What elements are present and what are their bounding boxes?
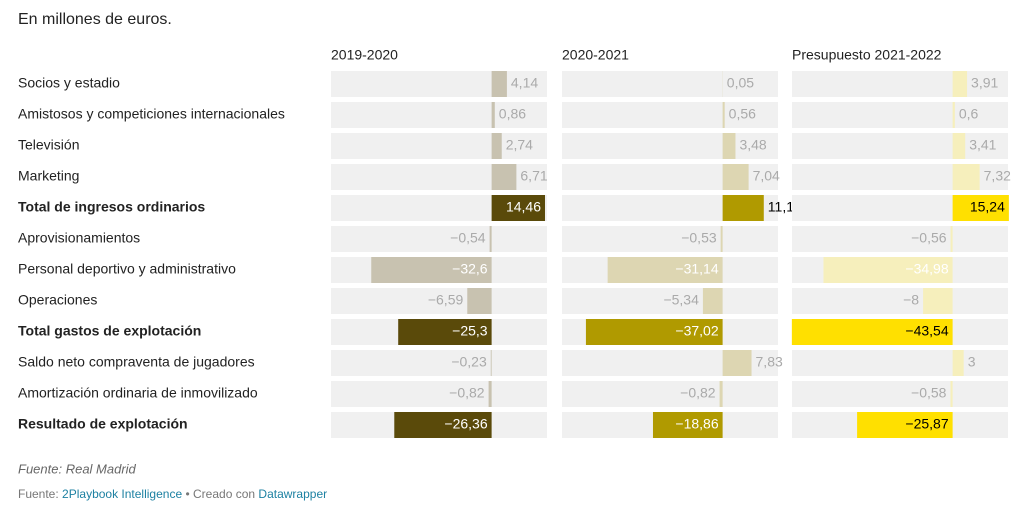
bar bbox=[491, 350, 492, 376]
value-label: 15,24 bbox=[970, 199, 1005, 215]
bar bbox=[950, 381, 952, 407]
value-label: 0,86 bbox=[499, 106, 526, 122]
bar bbox=[720, 381, 723, 407]
bar bbox=[492, 71, 507, 97]
value-label: −37,02 bbox=[675, 323, 718, 339]
value-label: −5,34 bbox=[663, 292, 699, 308]
bar bbox=[723, 133, 736, 159]
value-label: 4,14 bbox=[511, 75, 538, 91]
bar bbox=[492, 133, 502, 159]
row-label: Total gastos de explotación bbox=[18, 323, 201, 339]
row-label: Socios y estadio bbox=[18, 75, 120, 91]
bar bbox=[923, 288, 953, 314]
bar bbox=[953, 164, 980, 190]
row-label: Marketing bbox=[18, 168, 79, 184]
bar bbox=[953, 350, 964, 376]
value-label: 3,91 bbox=[971, 75, 998, 91]
value-label: −26,36 bbox=[444, 416, 487, 432]
value-label: 3 bbox=[968, 354, 976, 370]
column-header: 2020-2021 bbox=[562, 47, 629, 63]
cell-background bbox=[331, 226, 547, 252]
bar bbox=[723, 164, 749, 190]
source-prefix: Fuente: bbox=[18, 487, 59, 501]
value-label: −31,14 bbox=[675, 261, 718, 277]
value-label: −25,87 bbox=[905, 416, 948, 432]
value-label: −0,82 bbox=[680, 385, 716, 401]
value-label: 7,83 bbox=[756, 354, 783, 370]
cell-background bbox=[792, 226, 1008, 252]
value-label: −0,56 bbox=[911, 230, 947, 246]
value-label: 3,48 bbox=[739, 137, 766, 153]
bar bbox=[723, 195, 764, 221]
value-label: 3,41 bbox=[969, 137, 996, 153]
cell-background bbox=[792, 381, 1008, 407]
value-label: 0,56 bbox=[729, 106, 756, 122]
bar bbox=[953, 102, 955, 128]
row-label: Operaciones bbox=[18, 292, 97, 308]
bar bbox=[703, 288, 723, 314]
bar bbox=[492, 164, 517, 190]
cell-background bbox=[562, 226, 778, 252]
row-label: Amistosos y competiciones internacionale… bbox=[18, 106, 285, 122]
value-label: 7,32 bbox=[984, 168, 1011, 184]
cell-background bbox=[792, 350, 1008, 376]
source: Fuente: 2Playbook Intelligence • Creado … bbox=[18, 487, 327, 501]
value-label: −43,54 bbox=[905, 323, 948, 339]
value-label: −18,86 bbox=[675, 416, 718, 432]
value-label: −25,3 bbox=[452, 323, 488, 339]
bar bbox=[953, 71, 967, 97]
row-label: Amortización ordinaria de inmovilizado bbox=[18, 385, 258, 401]
value-label: −0,58 bbox=[911, 385, 947, 401]
value-label: 14,46 bbox=[506, 199, 541, 215]
value-label: 2,74 bbox=[506, 137, 533, 153]
tool-link[interactable]: Datawrapper bbox=[258, 487, 327, 501]
bar bbox=[492, 102, 495, 128]
row-label: Televisión bbox=[18, 137, 79, 153]
row-label: Resultado de explotación bbox=[18, 416, 188, 432]
value-label: −8 bbox=[903, 292, 919, 308]
bar bbox=[951, 226, 953, 252]
value-label: −32,6 bbox=[452, 261, 488, 277]
column-header: Presupuesto 2021-2022 bbox=[792, 47, 942, 63]
row-label: Total de ingresos ordinarios bbox=[18, 199, 205, 215]
column-header: 2019-2020 bbox=[331, 47, 398, 63]
bar bbox=[723, 350, 752, 376]
row-label: Aprovisionamientos bbox=[18, 230, 140, 246]
bar bbox=[721, 226, 723, 252]
value-label: −0,53 bbox=[681, 230, 717, 246]
bar bbox=[489, 381, 492, 407]
row-label: Personal deportivo y administrativo bbox=[18, 261, 236, 277]
row-label: Saldo neto compraventa de jugadores bbox=[18, 354, 255, 370]
subtitle: En millones de euros. bbox=[18, 11, 172, 28]
cell-background bbox=[792, 288, 1008, 314]
bar bbox=[467, 288, 491, 314]
value-label: −0,23 bbox=[451, 354, 487, 370]
notes: Fuente: Real Madrid bbox=[18, 461, 137, 476]
cell-background bbox=[331, 381, 547, 407]
value-label: −0,54 bbox=[450, 230, 486, 246]
source-link[interactable]: 2Playbook Intelligence bbox=[62, 487, 182, 501]
value-label: 0,6 bbox=[959, 106, 979, 122]
bar bbox=[490, 226, 492, 252]
value-label: 6,71 bbox=[520, 168, 547, 184]
bar bbox=[953, 133, 966, 159]
value-label: −34,98 bbox=[905, 261, 948, 277]
cell-background bbox=[562, 381, 778, 407]
value-label: −0,82 bbox=[449, 385, 485, 401]
bar bbox=[723, 102, 725, 128]
value-label: 7,04 bbox=[753, 168, 780, 184]
value-label: 0,05 bbox=[727, 75, 754, 91]
cell-background bbox=[331, 350, 547, 376]
value-label: −6,59 bbox=[428, 292, 464, 308]
source-sep: • Creado con bbox=[185, 487, 255, 501]
